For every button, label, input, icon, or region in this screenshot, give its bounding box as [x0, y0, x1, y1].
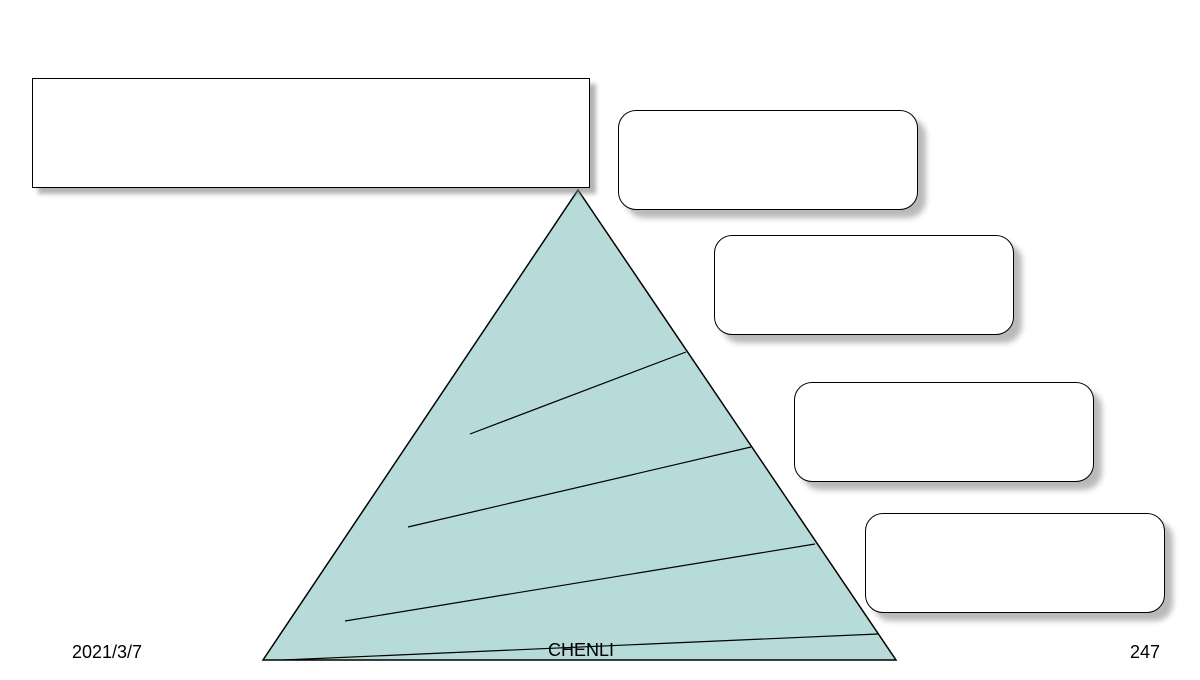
- title-box: [32, 78, 590, 188]
- footer-date: 2021/3/7: [72, 642, 142, 663]
- callout-box-3: [794, 382, 1094, 482]
- diagram-canvas: CHENLI 2021/3/7 247: [0, 0, 1200, 680]
- callout-box-4: [865, 513, 1165, 613]
- callout-box-2: [714, 235, 1014, 335]
- callout-box-1: [618, 110, 918, 210]
- pyramid-label: CHENLI: [548, 640, 614, 660]
- footer-page-number: 247: [1130, 642, 1160, 663]
